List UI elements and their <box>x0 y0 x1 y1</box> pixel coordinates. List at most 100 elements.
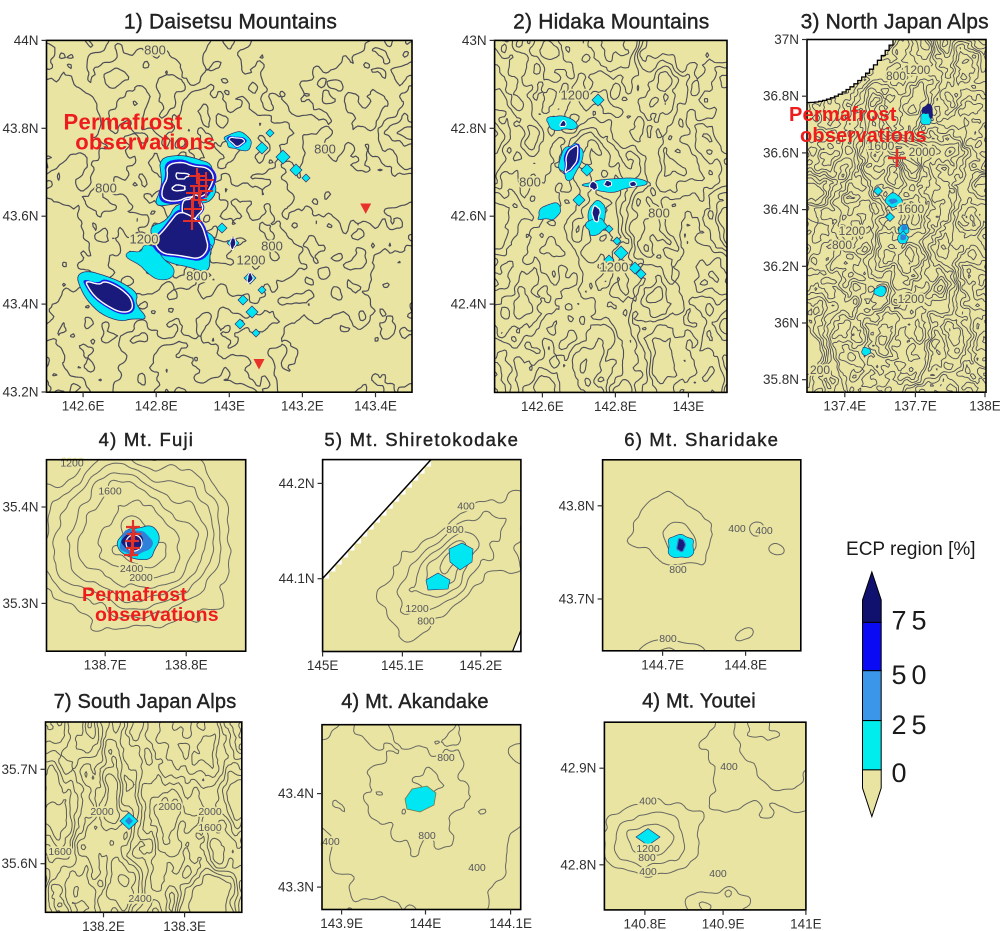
svg-text:4) Mt. Youtei: 4) Mt. Youtei <box>642 691 756 713</box>
svg-text:44.1N: 44.1N <box>279 571 315 586</box>
svg-text:138E: 138E <box>969 399 1000 414</box>
svg-text:144.1E: 144.1E <box>489 916 532 931</box>
svg-text:400: 400 <box>709 868 727 880</box>
svg-text:800: 800 <box>314 141 336 156</box>
svg-text:42.9N: 42.9N <box>560 761 596 776</box>
svg-text:36.2N: 36.2N <box>763 259 799 274</box>
svg-text:138.7E: 138.7E <box>84 658 127 673</box>
svg-text:2000: 2000 <box>198 806 222 818</box>
svg-text:143.2E: 143.2E <box>281 399 324 414</box>
svg-text:3) North Japan Alps: 3) North Japan Alps <box>801 11 989 34</box>
svg-text:140.9E: 140.9E <box>702 916 745 931</box>
svg-text:800: 800 <box>832 238 852 252</box>
svg-text:800: 800 <box>95 180 117 195</box>
svg-text:42.8N: 42.8N <box>451 121 487 136</box>
svg-text:800: 800 <box>418 830 436 842</box>
svg-text:2000: 2000 <box>129 572 153 584</box>
svg-text:800: 800 <box>261 238 283 253</box>
svg-text:2) Hidaka Mountains: 2) Hidaka Mountains <box>513 11 709 34</box>
svg-text:1200: 1200 <box>561 87 590 102</box>
svg-text:36N: 36N <box>774 316 799 331</box>
svg-text:143E: 143E <box>214 399 246 414</box>
svg-text:2000: 2000 <box>90 806 114 818</box>
svg-text:5) Mt. Shiretokodake: 5) Mt. Shiretokodake <box>324 429 519 450</box>
svg-text:800: 800 <box>659 633 677 645</box>
svg-text:44.2N: 44.2N <box>279 476 315 491</box>
svg-text:800: 800 <box>437 752 455 764</box>
svg-text:35.8N: 35.8N <box>763 372 799 387</box>
svg-text:1200: 1200 <box>600 259 629 274</box>
svg-text:400: 400 <box>639 866 657 878</box>
svg-text:37N: 37N <box>774 32 799 47</box>
svg-text:1200: 1200 <box>839 224 866 238</box>
svg-text:43.3N: 43.3N <box>278 880 314 895</box>
svg-text:1600: 1600 <box>868 139 895 153</box>
svg-text:25: 25 <box>892 710 932 740</box>
svg-text:2400: 2400 <box>120 563 144 575</box>
svg-text:42.6N: 42.6N <box>451 209 487 224</box>
svg-text:800: 800 <box>648 205 670 220</box>
svg-text:1) Daisetsu Mountains: 1) Daisetsu Mountains <box>124 11 337 34</box>
svg-text:144.7E: 144.7E <box>641 657 684 672</box>
svg-text:36.4N: 36.4N <box>763 202 799 217</box>
svg-text:143.9E: 143.9E <box>320 916 363 931</box>
svg-text:43.2N: 43.2N <box>2 385 38 400</box>
svg-text:35.7N: 35.7N <box>1 762 37 777</box>
svg-text:1600: 1600 <box>198 822 222 834</box>
svg-text:observations: observations <box>800 125 927 147</box>
svg-text:800: 800 <box>669 564 687 576</box>
svg-text:144.8E: 144.8E <box>724 657 767 672</box>
svg-text:1200: 1200 <box>130 231 159 246</box>
svg-text:800: 800 <box>638 852 656 864</box>
svg-text:observations: observations <box>75 130 216 155</box>
svg-text:1200: 1200 <box>237 252 266 267</box>
svg-text:Permafrost: Permafrost <box>82 584 187 606</box>
svg-text:400: 400 <box>755 525 773 537</box>
svg-text:2000: 2000 <box>158 801 182 813</box>
svg-text:42.4N: 42.4N <box>451 297 487 312</box>
svg-text:43.4N: 43.4N <box>278 786 314 801</box>
svg-text:400: 400 <box>468 862 486 874</box>
svg-text:42.8N: 42.8N <box>560 857 596 872</box>
svg-text:43.8N: 43.8N <box>559 498 595 513</box>
svg-text:2000: 2000 <box>909 145 936 159</box>
svg-text:143E: 143E <box>673 399 705 414</box>
svg-text:35.3N: 35.3N <box>2 596 38 611</box>
svg-text:800: 800 <box>886 69 906 83</box>
svg-text:800: 800 <box>144 42 166 57</box>
svg-text:1200: 1200 <box>898 292 925 306</box>
svg-text:142.8E: 142.8E <box>594 399 637 414</box>
svg-text:4) Mt. Akandake: 4) Mt. Akandake <box>341 691 489 713</box>
svg-text:800: 800 <box>186 268 208 283</box>
svg-text:143.4E: 143.4E <box>354 399 397 414</box>
svg-text:138.2E: 138.2E <box>82 919 125 931</box>
svg-text:4) Mt. Fuji: 4) Mt. Fuji <box>99 429 194 450</box>
svg-text:35.4N: 35.4N <box>2 500 38 515</box>
svg-text:43N: 43N <box>462 33 487 48</box>
svg-text:145E: 145E <box>307 658 339 673</box>
svg-text:145.1E: 145.1E <box>381 658 424 673</box>
svg-text:141E: 141E <box>790 916 822 931</box>
svg-text:800: 800 <box>519 174 541 189</box>
svg-text:142.6E: 142.6E <box>521 399 564 414</box>
svg-text:2400: 2400 <box>128 893 152 905</box>
svg-text:137.7E: 137.7E <box>894 399 937 414</box>
svg-text:1200: 1200 <box>405 603 429 615</box>
svg-text:138.3E: 138.3E <box>163 919 206 931</box>
svg-text:800: 800 <box>417 615 435 627</box>
svg-text:1600: 1600 <box>48 846 72 858</box>
svg-text:35.6N: 35.6N <box>1 856 37 871</box>
svg-text:observations: observations <box>95 604 219 626</box>
svg-text:1600: 1600 <box>98 485 122 497</box>
svg-text:ECP region [%]: ECP region [%] <box>846 539 976 560</box>
svg-text:400: 400 <box>720 761 738 773</box>
svg-text:145.2E: 145.2E <box>459 658 502 673</box>
svg-text:140.8E: 140.8E <box>624 916 667 931</box>
svg-text:50: 50 <box>892 660 932 690</box>
svg-text:1200: 1200 <box>904 63 931 77</box>
svg-text:43.4N: 43.4N <box>2 297 38 312</box>
svg-text:400: 400 <box>322 836 340 848</box>
svg-text:36.6N: 36.6N <box>763 145 799 160</box>
svg-text:138.8E: 138.8E <box>165 658 208 673</box>
svg-text:400: 400 <box>457 500 475 512</box>
